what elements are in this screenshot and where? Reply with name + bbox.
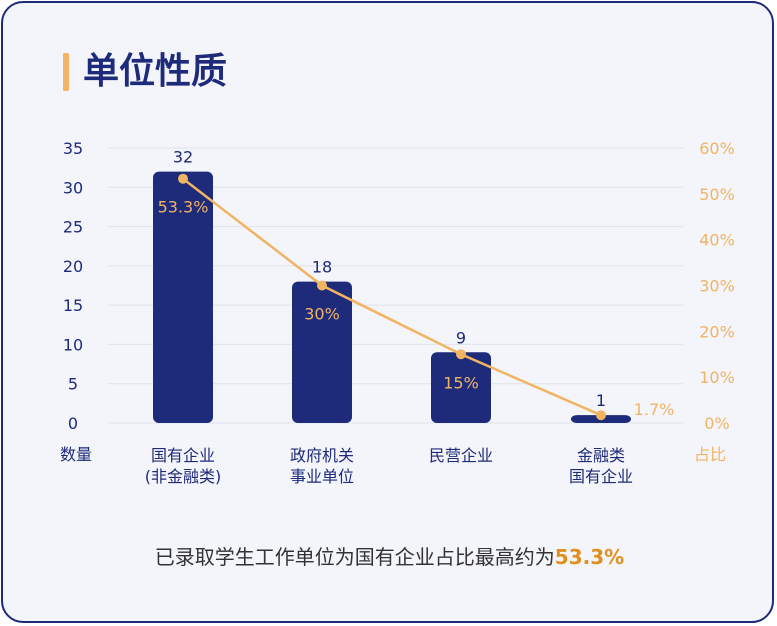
right-axis-tick-label: 60% xyxy=(699,139,735,158)
percentage-label: 53.3% xyxy=(158,198,209,217)
category-label: 政府机关 xyxy=(290,446,354,465)
right-axis-label: 占比 xyxy=(694,445,726,464)
left-axis-tick-label: 5 xyxy=(68,375,78,394)
percentage-label: 15% xyxy=(443,373,479,392)
bar-value-label: 9 xyxy=(456,328,466,347)
left-axis-tick-label: 0 xyxy=(68,414,78,433)
summary-sentence: 已录取学生工作单位为国有企业占比最高约为 xyxy=(154,545,555,569)
left-axis-tick-label: 35 xyxy=(63,139,83,158)
category-label: 金融类 xyxy=(577,446,625,465)
left-axis-tick-label: 20 xyxy=(63,257,83,276)
left-axis-label: 数量 xyxy=(60,445,92,464)
category-label: 国有企业 xyxy=(569,467,633,486)
left-axis-tick-label: 30 xyxy=(63,178,83,197)
percentage-point xyxy=(456,349,466,360)
right-axis-tick-label: 0% xyxy=(704,414,729,433)
percentage-label: 30% xyxy=(304,305,340,324)
category-label: 事业单位 xyxy=(290,467,354,486)
summary-highlight: 53.3% xyxy=(554,545,625,569)
right-axis-tick-label: 30% xyxy=(699,277,735,296)
summary-text: 已录取学生工作单位为国有企业占比最高约为53.3% xyxy=(3,541,776,570)
bar-value-label: 32 xyxy=(173,148,193,167)
bar xyxy=(431,352,491,423)
title-accent-bar xyxy=(63,53,69,91)
category-label: (非金融类) xyxy=(145,467,222,486)
bar xyxy=(153,171,213,423)
right-axis-tick-label: 20% xyxy=(699,322,735,341)
left-axis-tick-label: 10 xyxy=(63,335,83,354)
bar-value-label: 18 xyxy=(312,258,332,277)
left-axis-tick-label: 15 xyxy=(63,296,83,315)
percentage-point xyxy=(317,280,327,291)
percentage-point xyxy=(596,410,606,421)
combo-chart: 0 5 10 15 20 25 30 35 0% 10% 20% 30% 40% 50% 60% 数量 占比 32… xyxy=(60,139,735,486)
bar xyxy=(292,281,352,423)
category-label: 国有企业 xyxy=(151,446,215,465)
right-axis-tick-label: 40% xyxy=(699,231,735,250)
right-axis-tick-label: 50% xyxy=(699,185,735,204)
percentage-line xyxy=(182,177,602,417)
chart-title: 单位性质 xyxy=(83,51,228,92)
percentage-point xyxy=(178,173,188,184)
left-axis-tick-label: 25 xyxy=(63,218,83,237)
percentage-label: 1.7% xyxy=(634,400,675,419)
category-label: 民营企业 xyxy=(429,446,493,465)
right-axis-tick-label: 10% xyxy=(699,368,735,387)
bar-value-label: 1 xyxy=(596,391,606,410)
